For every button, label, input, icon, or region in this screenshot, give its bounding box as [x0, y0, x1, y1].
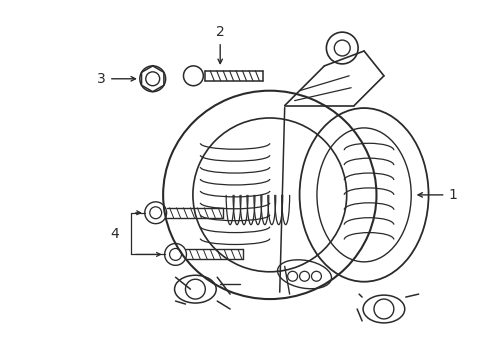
Text: 4: 4 — [110, 226, 119, 240]
Text: 2: 2 — [216, 25, 224, 64]
Text: 3: 3 — [98, 72, 136, 86]
Text: 1: 1 — [418, 188, 457, 202]
